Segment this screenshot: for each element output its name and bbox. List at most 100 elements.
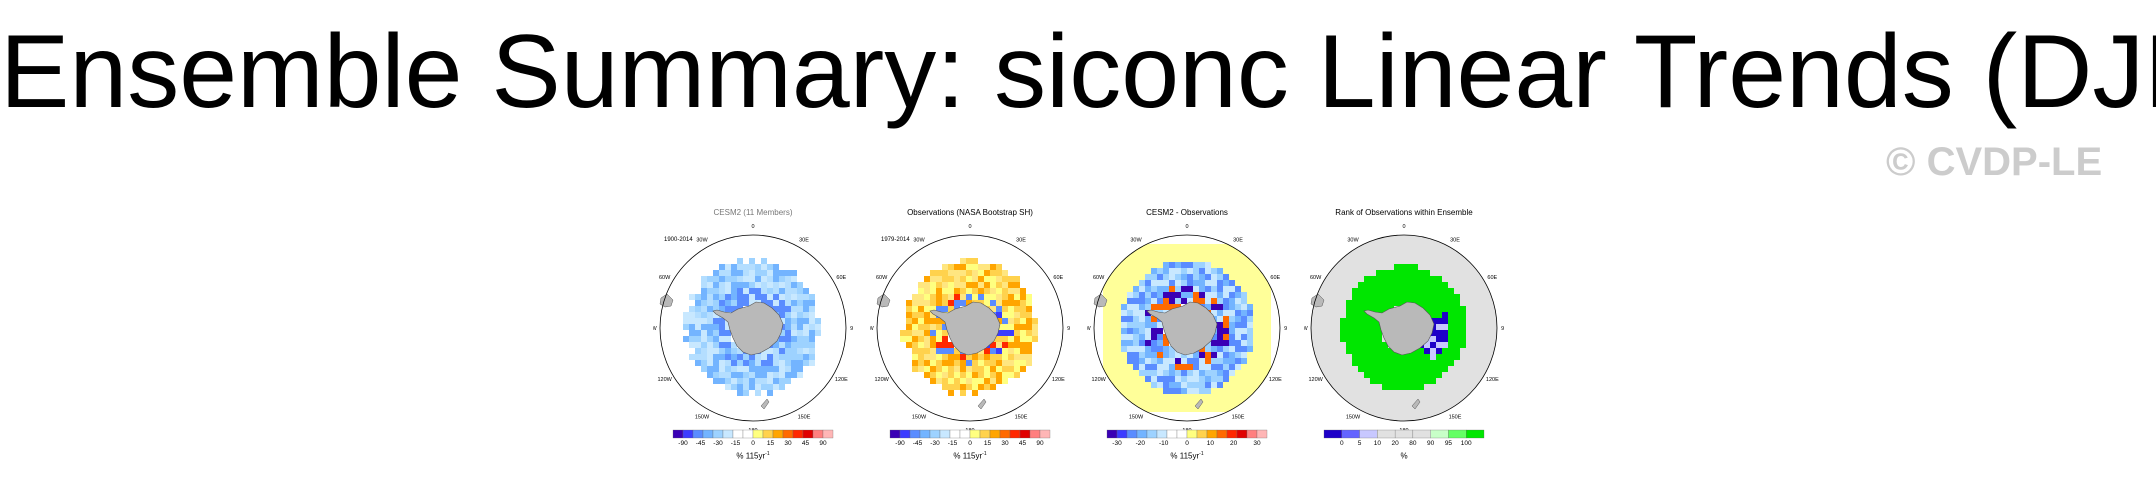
field-cell	[1241, 274, 1247, 280]
field-cell	[972, 378, 978, 384]
field-cell	[1388, 300, 1394, 306]
field-cell	[725, 276, 731, 282]
field-cell	[930, 306, 936, 312]
field-cell	[1139, 280, 1145, 286]
field-cell	[948, 354, 954, 360]
field-cell	[1133, 370, 1139, 376]
field-cell	[1020, 348, 1026, 354]
watermark: © CVDP-LE	[1886, 140, 2103, 184]
field-cell	[1193, 286, 1199, 292]
colorbar-swatch	[672, 429, 684, 439]
field-cell	[785, 288, 791, 294]
field-cell	[797, 330, 803, 336]
map-boundary	[876, 234, 1064, 422]
field-cell	[1346, 342, 1352, 348]
field-cell	[1115, 352, 1121, 358]
field-cell	[1008, 354, 1014, 360]
longitude-label: 90E	[1284, 326, 1287, 332]
field-cell	[1436, 276, 1442, 282]
field-cell	[1139, 400, 1145, 406]
field-cell	[1175, 292, 1181, 298]
field-cell	[996, 264, 1002, 270]
field-cell	[803, 312, 809, 318]
field-cell	[749, 276, 755, 282]
field-cell	[1211, 304, 1217, 310]
field-cell	[1175, 388, 1181, 394]
field-cell	[1211, 286, 1217, 292]
field-cell	[1412, 282, 1418, 288]
field-cell	[1265, 328, 1271, 334]
field-cell	[809, 336, 815, 342]
field-cell	[1247, 352, 1253, 358]
field-cell	[1211, 346, 1217, 352]
field-cell	[918, 360, 924, 366]
field-cell	[1247, 364, 1253, 370]
field-cell	[1442, 324, 1448, 330]
colorbar-tick-label: -20	[1136, 440, 1146, 447]
field-cell	[1388, 360, 1394, 366]
field-cell	[725, 384, 731, 390]
field-cell	[954, 294, 960, 300]
field-cell	[1181, 382, 1187, 388]
field-cell	[1340, 318, 1346, 324]
field-cell	[1151, 316, 1157, 322]
field-cell	[1376, 330, 1382, 336]
colorbar-swatch	[1246, 429, 1258, 439]
field-cell	[1346, 300, 1352, 306]
field-cell	[713, 324, 719, 330]
field-cell	[930, 300, 936, 306]
field-cell	[1217, 316, 1223, 322]
field-cell	[1241, 382, 1247, 388]
field-cell	[689, 354, 695, 360]
field-cell	[960, 294, 966, 300]
field-cell	[725, 294, 731, 300]
field-cell	[695, 336, 701, 342]
field-cell	[773, 270, 779, 276]
field-cell	[1133, 322, 1139, 328]
field-cell	[1430, 366, 1436, 372]
field-cell	[1133, 304, 1139, 310]
field-cell	[1127, 256, 1133, 262]
field-cell	[1259, 406, 1265, 412]
field-cell	[1442, 318, 1448, 324]
field-cell	[924, 306, 930, 312]
field-cell	[1400, 360, 1406, 366]
field-cell	[1364, 312, 1370, 318]
field-cell	[1460, 306, 1466, 312]
field-cell	[990, 306, 996, 312]
field-cell	[1223, 310, 1229, 316]
field-cell	[785, 300, 791, 306]
field-cell	[1460, 324, 1466, 330]
new-zealand-landmass	[1194, 398, 1204, 410]
field-cell	[1163, 256, 1169, 262]
field-cell	[1157, 322, 1163, 328]
field-cell	[1109, 244, 1115, 250]
field-cell	[1115, 340, 1121, 346]
field-cell	[912, 366, 918, 372]
field-cell	[773, 354, 779, 360]
field-cell	[749, 258, 755, 264]
field-cell	[803, 354, 809, 360]
field-cell	[1346, 318, 1352, 324]
colorbar-swatch	[1039, 429, 1051, 439]
field-cell	[1181, 376, 1187, 382]
field-cell	[1229, 364, 1235, 370]
field-cell	[1430, 348, 1436, 354]
field-cell	[990, 342, 996, 348]
field-cell	[767, 378, 773, 384]
field-cell	[1388, 348, 1394, 354]
colorbar-swatch	[939, 429, 951, 439]
longitude-label: 60E	[1053, 275, 1063, 281]
field-cell	[1145, 388, 1151, 394]
colorbar-swatch	[1448, 429, 1467, 439]
colorbar-swatch	[702, 429, 714, 439]
field-cell	[1265, 250, 1271, 256]
field-cell	[701, 360, 707, 366]
field-cell	[749, 378, 755, 384]
field-cell	[954, 276, 960, 282]
field-cell	[1109, 298, 1115, 304]
field-cell	[1223, 376, 1229, 382]
field-cell	[1247, 280, 1253, 286]
field-cell	[1376, 324, 1382, 330]
field-cell	[1223, 304, 1229, 310]
